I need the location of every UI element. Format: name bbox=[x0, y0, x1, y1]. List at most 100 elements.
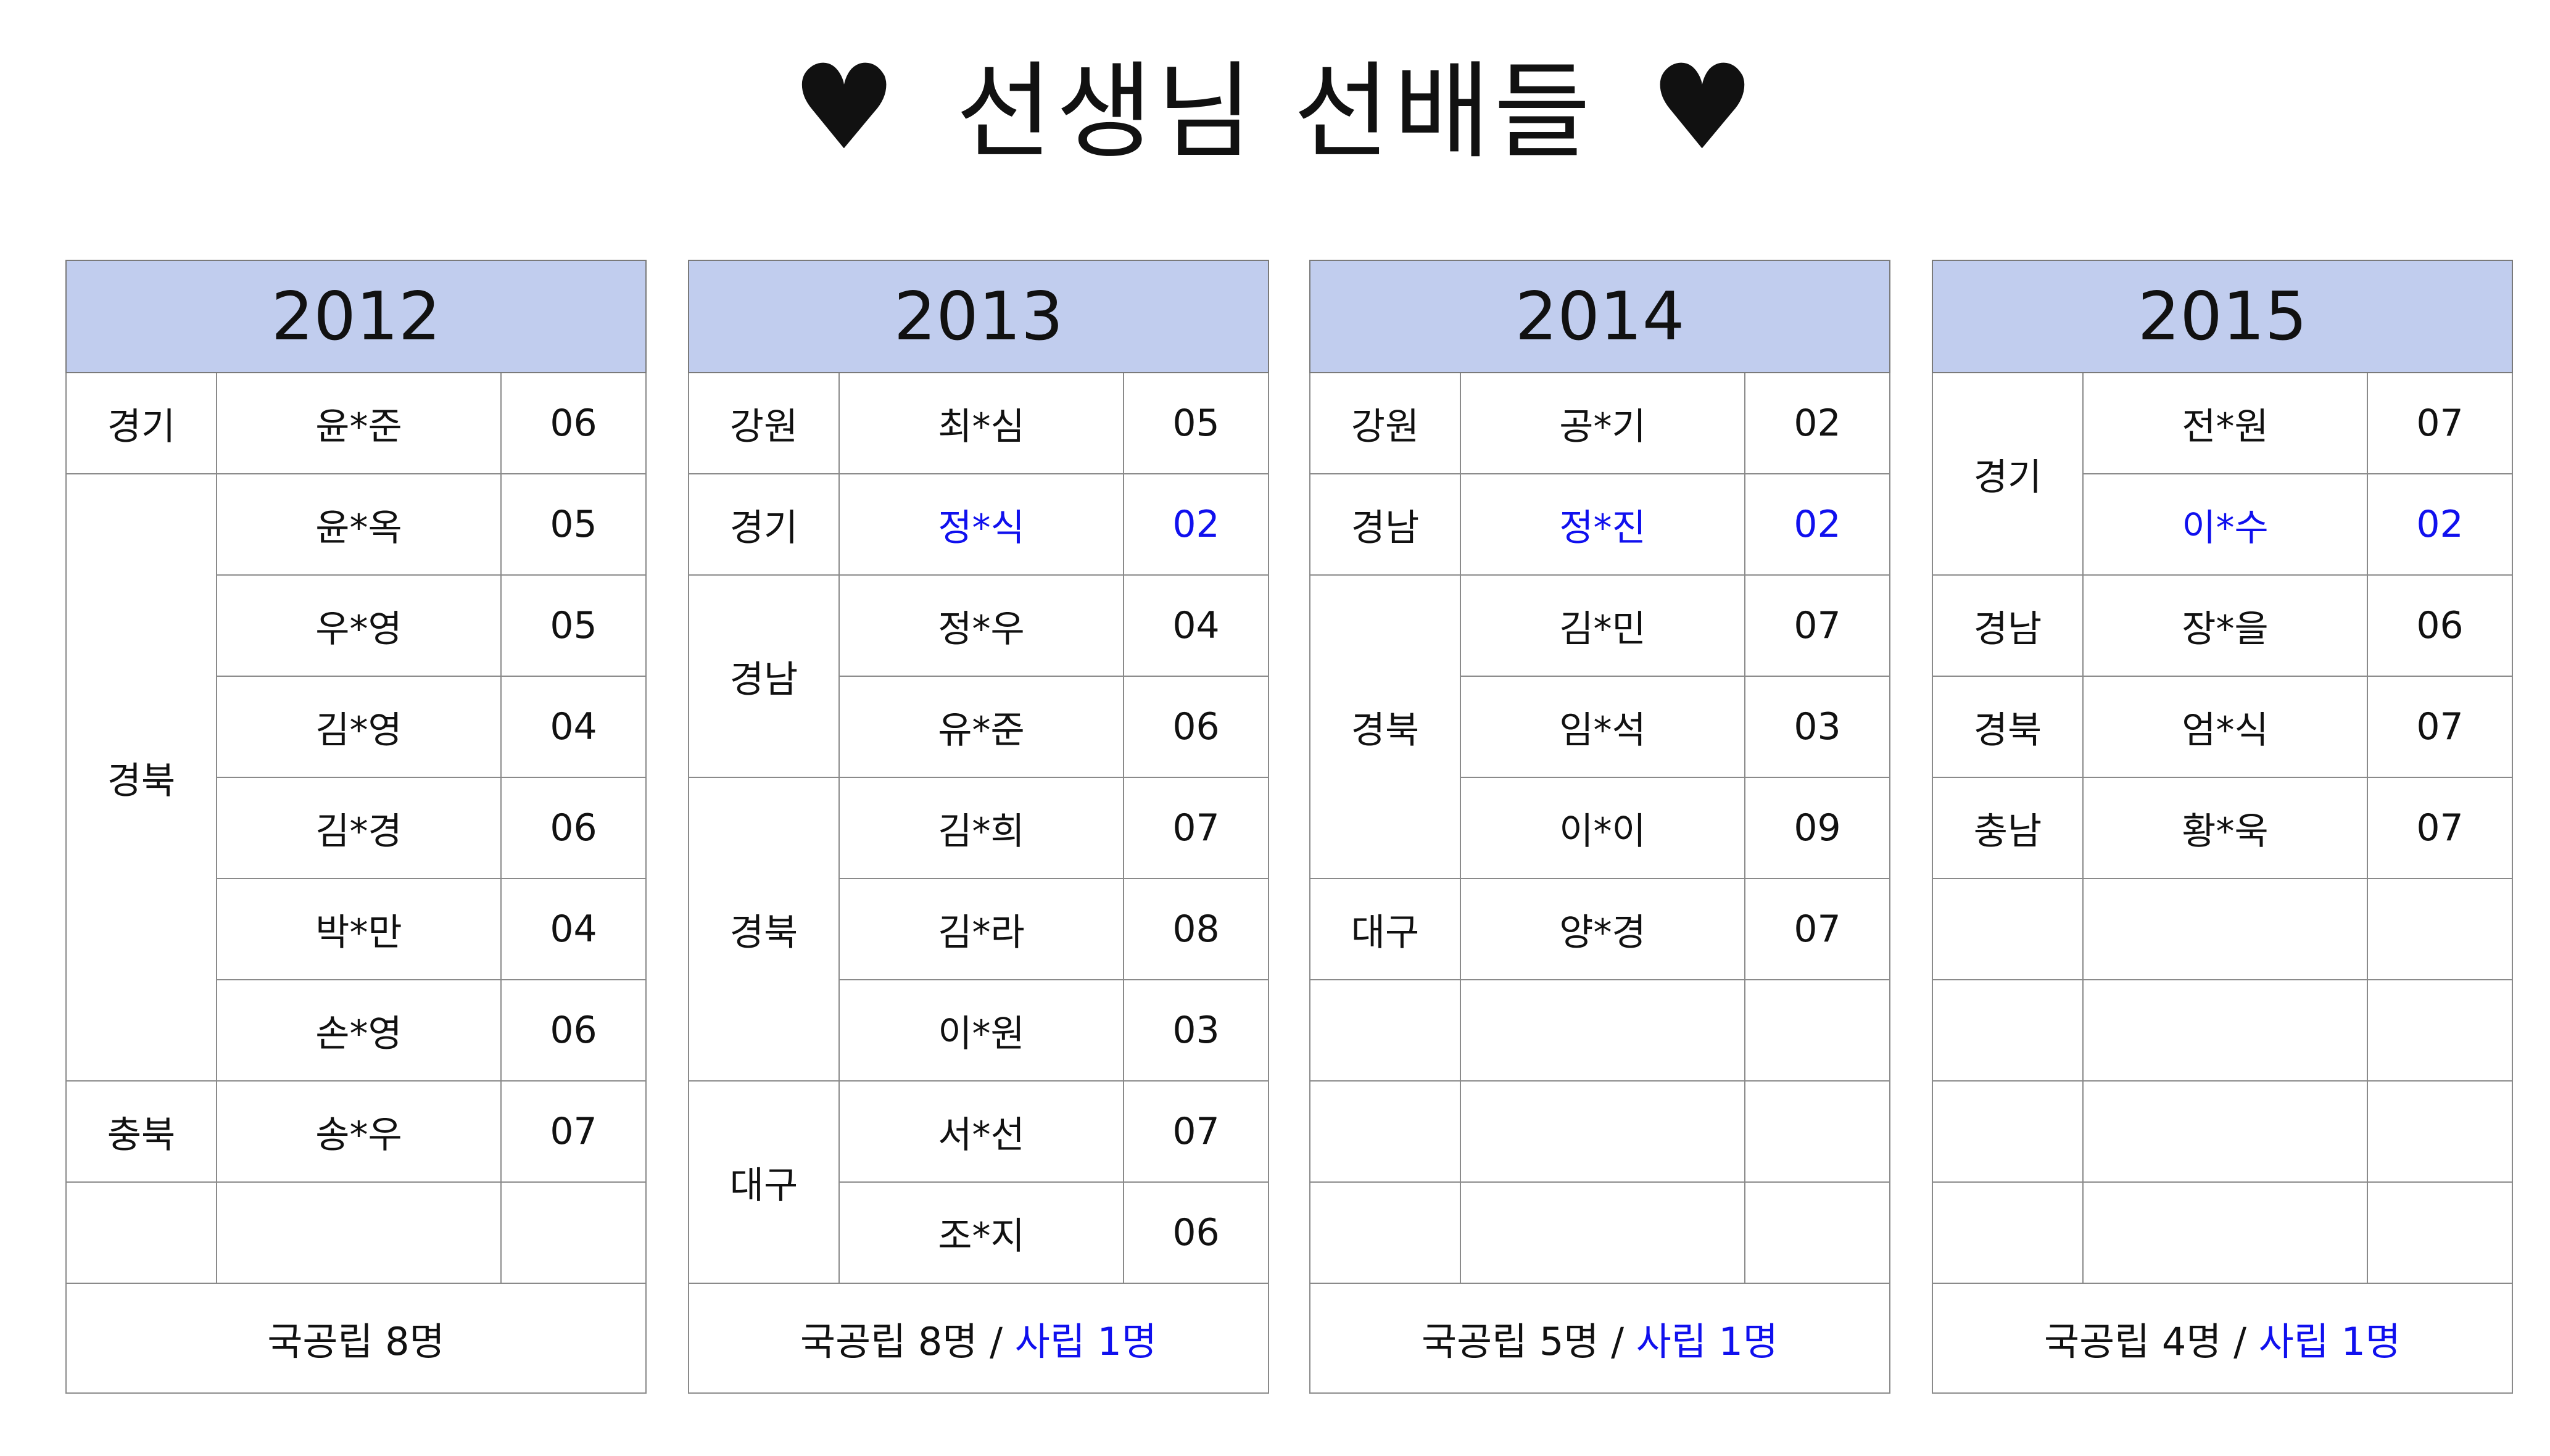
table-row: 경기 전*원 07 bbox=[1932, 372, 2514, 576]
table-row: 경남 장*을 06 bbox=[1932, 574, 2514, 677]
national-count: 국공립 4명 bbox=[2044, 1319, 2222, 1364]
footer-row: 국공립 5명 / 사립 1명 bbox=[1309, 1283, 1891, 1394]
number-cell: 05 bbox=[1122, 372, 1270, 474]
number-cell bbox=[2366, 1080, 2514, 1183]
number-cell bbox=[2366, 1181, 2514, 1284]
summary-cell: 국공립 8명 / 사립 1명 bbox=[687, 1283, 1270, 1394]
name-cell bbox=[1460, 1181, 1745, 1284]
region-cell: 충남 bbox=[1932, 777, 2084, 879]
number-cell: 07 bbox=[2366, 676, 2514, 778]
table-row: 이*원 03 bbox=[689, 979, 1270, 1082]
number-cell: 02 bbox=[1744, 372, 1891, 474]
table-row: 대구 서*선 07 bbox=[688, 1080, 1270, 1284]
table-row: 경남 정*진 02 bbox=[1309, 473, 1891, 576]
year-header: 2014 bbox=[1309, 260, 1891, 373]
number-cell: 02 bbox=[1744, 473, 1891, 576]
table-row: 경북 김*민 07 bbox=[1309, 574, 1891, 879]
name-cell: 황*욱 bbox=[2082, 777, 2368, 879]
header-row: 2013 bbox=[687, 260, 1270, 373]
number-cell bbox=[2366, 979, 2514, 1082]
number-cell: 07 bbox=[1744, 878, 1891, 980]
table-row: 대구 양*경 07 bbox=[1309, 878, 1891, 980]
national-count: 국공립 8명 bbox=[267, 1319, 445, 1364]
name-cell bbox=[1460, 1080, 1745, 1183]
region-cell: 경북 bbox=[65, 473, 217, 1082]
table-row: 이*이 09 bbox=[1310, 777, 1891, 879]
table-row: 경북 김*희 07 bbox=[688, 777, 1270, 1082]
number-cell: 08 bbox=[1122, 878, 1270, 980]
heart-icon: ♥ bbox=[791, 39, 901, 176]
number-cell: 07 bbox=[1744, 574, 1891, 677]
year-header: 2015 bbox=[1931, 260, 2514, 373]
region-cell bbox=[1932, 878, 2084, 980]
region-cell: 강원 bbox=[688, 372, 840, 474]
header-row: 2014 bbox=[1309, 260, 1891, 373]
panel-2015: 2015 경기 전*원 07 이*수 02 경남 장*을 06 경북 엄*식 07 충남 황*욱 07 국공립… bbox=[1931, 260, 2514, 1394]
table-row: 경기 윤*준 06 bbox=[65, 372, 647, 474]
table-row: 경북 윤*옥 05 bbox=[65, 473, 647, 1082]
number-cell: 06 bbox=[1122, 676, 1270, 778]
table-row: 이*수 02 bbox=[1932, 473, 2514, 576]
region-cell bbox=[1932, 979, 2084, 1082]
number-cell: 06 bbox=[1122, 1181, 1270, 1284]
name-cell: 김*민 bbox=[1460, 574, 1745, 677]
separator: / bbox=[2221, 1319, 2259, 1364]
panel-2013: 2013 강원 최*심 05 경기 정*식 02 경남 정*우 04 유*준 06 경북 김*희 07 김*라… bbox=[687, 260, 1270, 1394]
region-cell: 경기 bbox=[65, 372, 217, 474]
panel-2014: 2014 강원 공*기 02 경남 정*진 02 경북 김*민 07 임*석 03 이*이 09 대구 양*경… bbox=[1309, 260, 1891, 1394]
name-cell: 송*우 bbox=[216, 1080, 502, 1183]
name-cell: 최*심 bbox=[838, 372, 1124, 474]
name-cell: 엄*식 bbox=[2082, 676, 2368, 778]
number-cell: 07 bbox=[2366, 777, 2514, 879]
name-cell: 박*만 bbox=[216, 878, 502, 980]
table-row: 임*석 03 bbox=[1310, 676, 1891, 778]
name-cell: 김*라 bbox=[838, 878, 1124, 980]
region-cell: 경북 bbox=[688, 777, 840, 1082]
number-cell bbox=[1744, 1181, 1891, 1284]
number-cell: 06 bbox=[2366, 574, 2514, 677]
summary-cell: 국공립 8명 bbox=[65, 1283, 647, 1394]
number-cell: 06 bbox=[500, 777, 647, 879]
number-cell: 05 bbox=[500, 574, 647, 677]
teacher-table: 2013 강원 최*심 05 경기 정*식 02 경남 정*우 04 유*준 06 경북 김*희 07 김*라… bbox=[687, 260, 1270, 1394]
table-row bbox=[1309, 1080, 1891, 1183]
region-cell: 경기 bbox=[688, 473, 840, 576]
name-cell: 김*영 bbox=[216, 676, 502, 778]
table-row: 손*영 06 bbox=[66, 979, 647, 1082]
table-row bbox=[1932, 1181, 2514, 1284]
name-cell: 정*우 bbox=[838, 574, 1124, 677]
region-cell: 경남 bbox=[688, 574, 840, 778]
region-cell bbox=[1309, 1080, 1461, 1183]
number-cell: 09 bbox=[1744, 777, 1891, 879]
table-row bbox=[1932, 878, 2514, 980]
number-cell: 06 bbox=[500, 979, 647, 1082]
private-count: 사립 1명 bbox=[2258, 1319, 2401, 1364]
name-cell: 이*이 bbox=[1460, 777, 1745, 879]
name-cell: 이*수 bbox=[2082, 473, 2368, 576]
name-cell: 유*준 bbox=[838, 676, 1124, 778]
name-cell: 공*기 bbox=[1460, 372, 1745, 474]
table-row bbox=[1932, 1080, 2514, 1183]
footer-row: 국공립 8명 / 사립 1명 bbox=[687, 1283, 1270, 1394]
table-row: 김*영 04 bbox=[66, 676, 647, 778]
region-cell: 대구 bbox=[688, 1080, 840, 1284]
number-cell: 07 bbox=[500, 1080, 647, 1183]
title-text: 선생님 선배들 bbox=[956, 51, 1594, 173]
name-cell: 장*을 bbox=[2082, 574, 2368, 677]
header-row: 2012 bbox=[65, 260, 647, 373]
table-row: 우*영 05 bbox=[66, 574, 647, 677]
name-cell: 조*지 bbox=[838, 1181, 1124, 1284]
number-cell bbox=[2366, 878, 2514, 980]
name-cell: 윤*옥 bbox=[216, 473, 502, 576]
region-cell bbox=[1932, 1080, 2084, 1183]
number-cell: 03 bbox=[1744, 676, 1891, 778]
region-cell: 대구 bbox=[1309, 878, 1461, 980]
year-header: 2012 bbox=[65, 260, 647, 373]
name-cell: 양*경 bbox=[1460, 878, 1745, 980]
name-cell: 전*원 bbox=[2082, 372, 2368, 474]
teacher-table: 2012 경기 윤*준 06 경북 윤*옥 05 우*영 05 김*영 04 김*경 06 박*만 04 손*… bbox=[65, 260, 647, 1394]
table-row: 충북 송*우 07 bbox=[65, 1080, 647, 1183]
number-cell: 02 bbox=[2366, 473, 2514, 576]
name-cell: 서*선 bbox=[838, 1080, 1124, 1183]
table-row bbox=[1309, 1181, 1891, 1284]
